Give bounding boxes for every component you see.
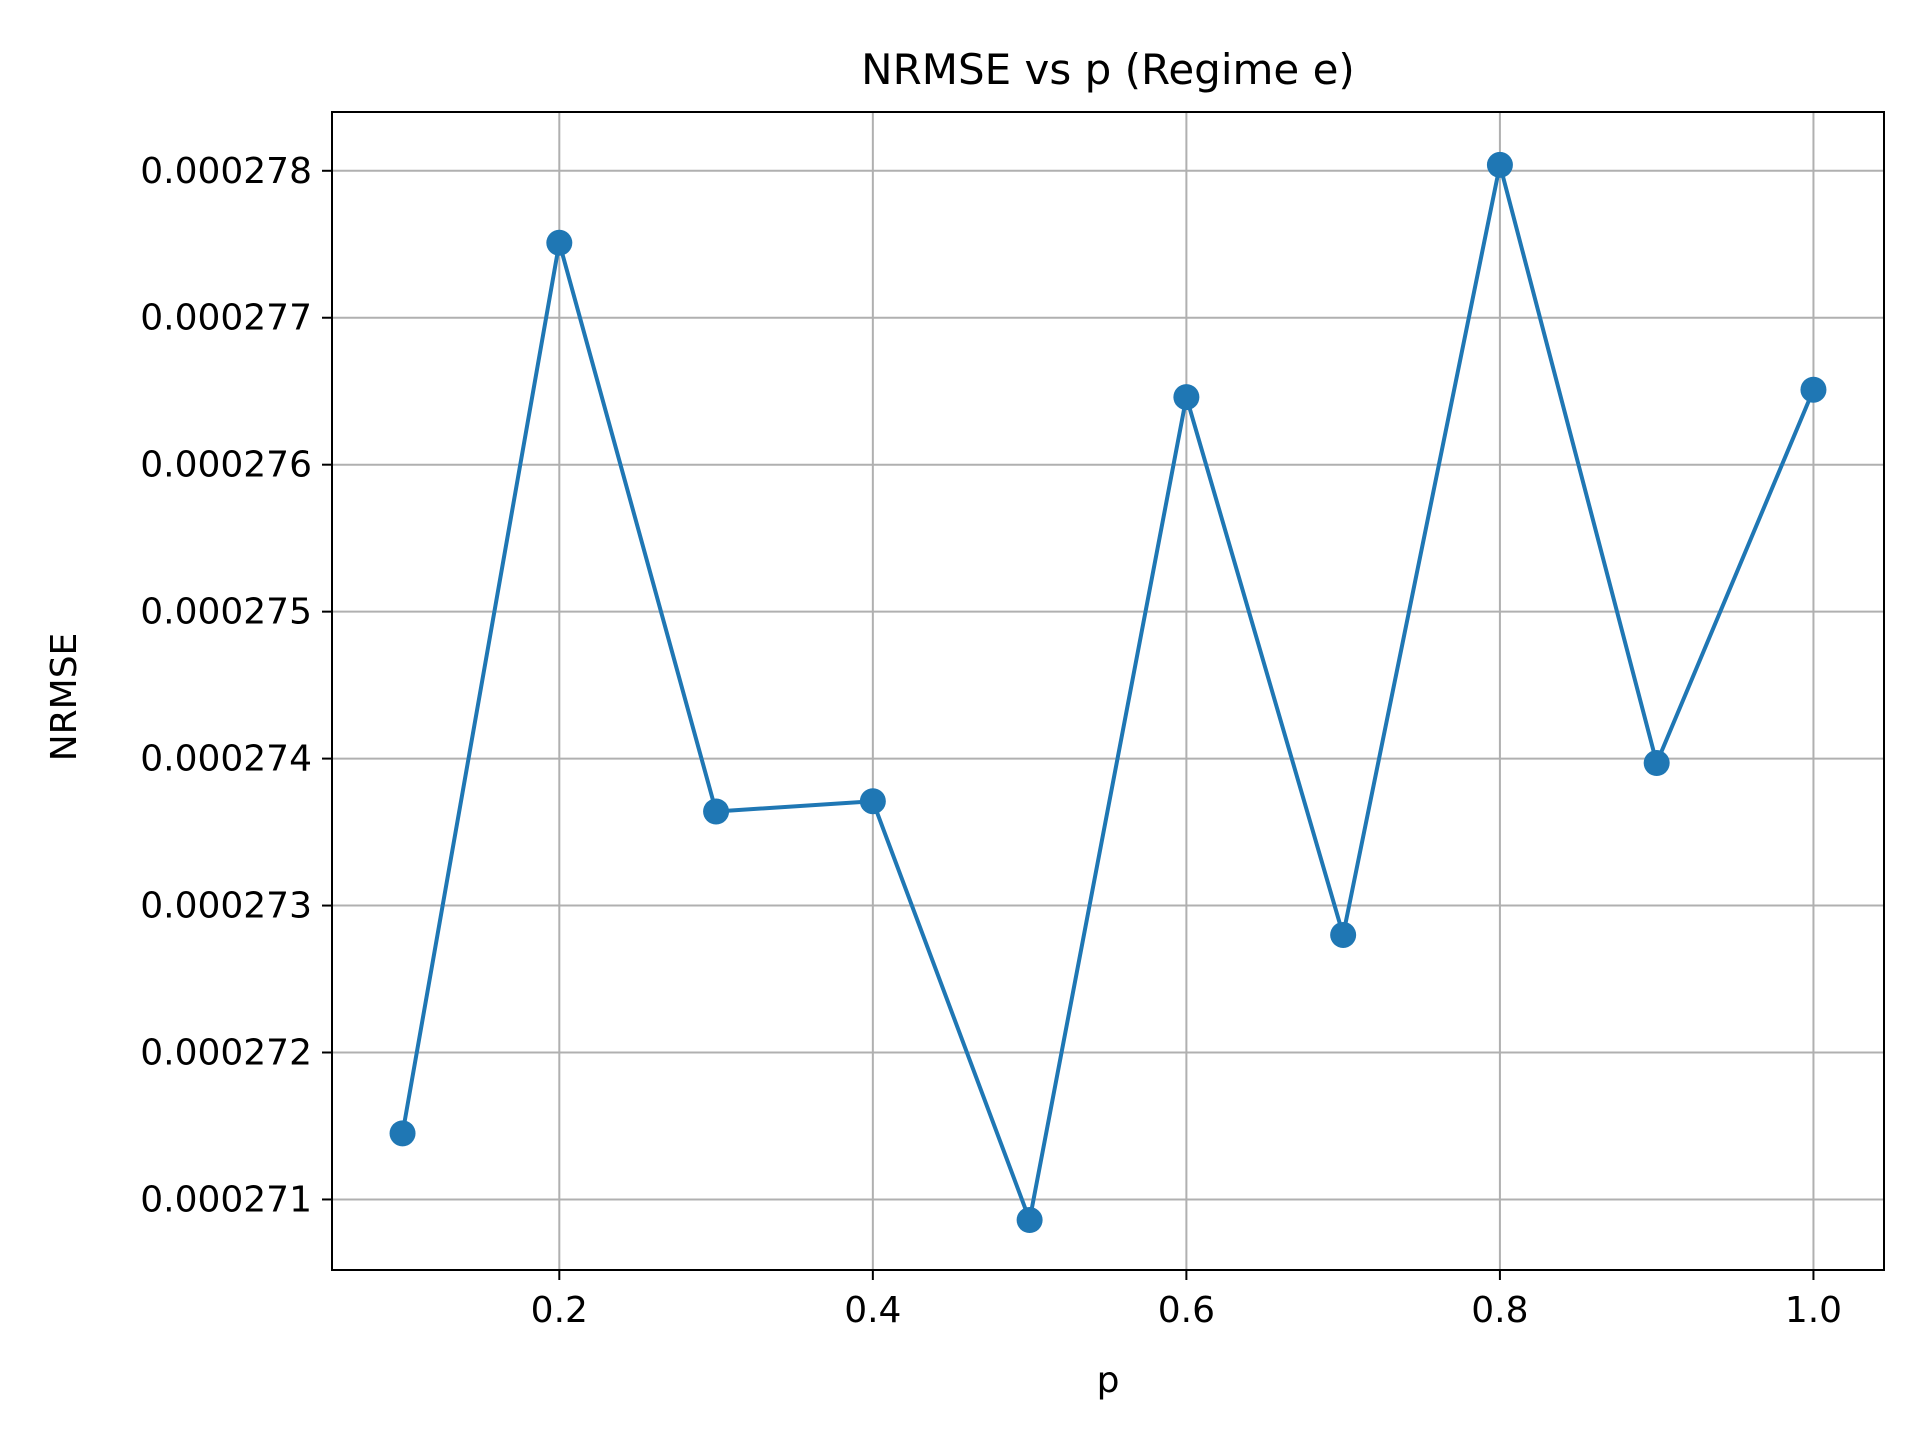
data-point [389, 1120, 416, 1147]
y-tick-label: 0.000278 [140, 151, 312, 192]
y-tick-label: 0.000272 [140, 1033, 312, 1074]
data-point [1486, 151, 1513, 178]
x-tick-label: 0.6 [1158, 1290, 1215, 1331]
series-line [400, 162, 1816, 1223]
series-layer [389, 151, 1827, 1234]
data-point [703, 798, 730, 825]
grid-lines [332, 112, 1884, 1270]
y-axis-label: NRMSE [44, 633, 85, 762]
y-tick-label: 0.000277 [140, 298, 312, 339]
data-point [1173, 384, 1200, 411]
plot-frame [331, 111, 1885, 1271]
y-tick-label: 0.000273 [140, 886, 312, 927]
data-point [1016, 1207, 1043, 1234]
y-tick-label: 0.000271 [140, 1179, 312, 1220]
chart-title: NRMSE vs p (Regime e) [861, 45, 1355, 94]
data-point [859, 788, 886, 815]
x-tick-label: 1.0 [1785, 1290, 1842, 1331]
y-tick-label: 0.000276 [140, 445, 312, 486]
x-axis-label: p [1097, 1360, 1120, 1401]
y-tick-label: 0.000274 [140, 739, 312, 780]
x-tick-label: 0.2 [531, 1290, 588, 1331]
x-tick-label: 0.8 [1471, 1290, 1528, 1331]
data-point [1643, 750, 1670, 777]
data-point [1330, 921, 1357, 948]
data-point [546, 229, 573, 256]
y-tick-label: 0.000275 [140, 592, 312, 633]
x-tick-label: 0.4 [844, 1290, 901, 1331]
data-point [1800, 376, 1827, 403]
axis-ticks: 0.2 0.4 0.6 0.8 1.0 0.000271 0.000272 0.000273 0… [140, 151, 1842, 1331]
